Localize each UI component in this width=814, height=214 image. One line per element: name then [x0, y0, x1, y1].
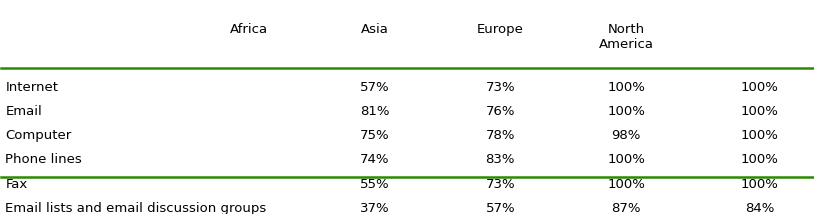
Text: Email lists and email discussion groups: Email lists and email discussion groups: [6, 202, 267, 214]
Text: Phone lines: Phone lines: [6, 153, 82, 166]
Text: 73%: 73%: [485, 178, 515, 191]
Text: Asia: Asia: [361, 23, 388, 36]
Text: 87%: 87%: [611, 202, 641, 214]
Text: 75%: 75%: [360, 129, 389, 142]
Text: 98%: 98%: [611, 129, 641, 142]
Text: 84%: 84%: [745, 202, 775, 214]
Text: 100%: 100%: [741, 153, 779, 166]
Text: 100%: 100%: [607, 105, 645, 118]
Text: 78%: 78%: [485, 129, 515, 142]
Text: 55%: 55%: [360, 178, 389, 191]
Text: 100%: 100%: [741, 129, 779, 142]
Text: 83%: 83%: [485, 153, 515, 166]
Text: 100%: 100%: [741, 178, 779, 191]
Text: 81%: 81%: [360, 105, 389, 118]
Text: 100%: 100%: [607, 81, 645, 94]
Text: Email: Email: [6, 105, 42, 118]
Text: Africa: Africa: [230, 23, 268, 36]
Text: North
America: North America: [598, 23, 654, 51]
Text: 57%: 57%: [485, 202, 515, 214]
Text: 100%: 100%: [607, 153, 645, 166]
Text: 76%: 76%: [485, 105, 515, 118]
Text: 57%: 57%: [360, 81, 389, 94]
Text: 100%: 100%: [741, 105, 779, 118]
Text: Computer: Computer: [6, 129, 72, 142]
Text: 100%: 100%: [741, 81, 779, 94]
Text: Fax: Fax: [6, 178, 28, 191]
Text: 74%: 74%: [360, 153, 389, 166]
Text: 73%: 73%: [485, 81, 515, 94]
Text: 37%: 37%: [360, 202, 389, 214]
Text: Internet: Internet: [6, 81, 59, 94]
Text: Europe: Europe: [477, 23, 523, 36]
Text: 100%: 100%: [607, 178, 645, 191]
